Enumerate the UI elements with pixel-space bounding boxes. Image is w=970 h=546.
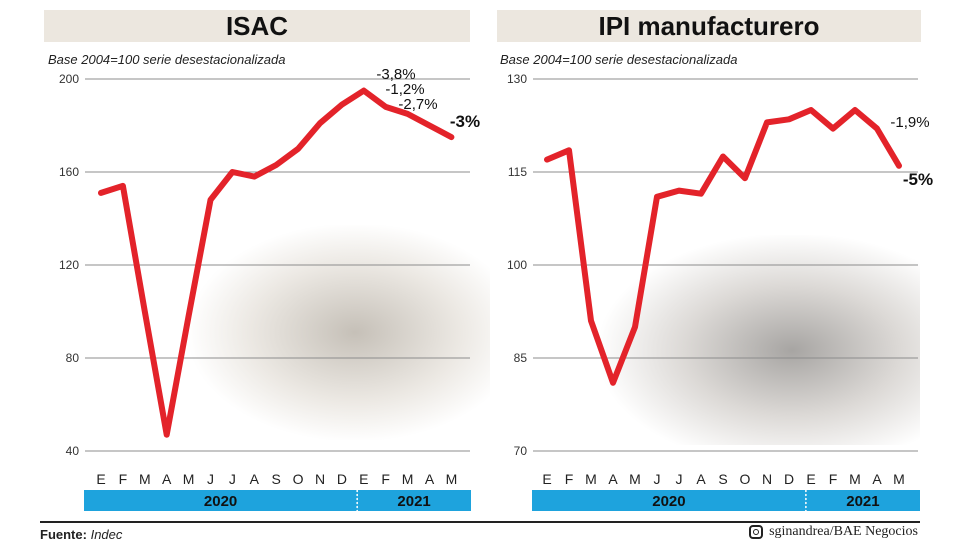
ipi-x-tick-label: F: [829, 471, 838, 487]
ipi-year-label: 2021: [846, 493, 879, 510]
ipi-x-tick-label: A: [696, 471, 706, 487]
ipi-x-tick-label: M: [629, 471, 641, 487]
isac-x-tick-label: D: [337, 471, 347, 487]
isac-x-tick-label: S: [272, 471, 281, 487]
ipi-x-tick-label: E: [542, 471, 551, 487]
ipi-y-tick-label: 85: [514, 351, 528, 365]
source-note: Fuente: Indec: [40, 527, 122, 542]
ipi-year-bar: [532, 490, 806, 511]
isac-y-tick-label: 40: [66, 444, 80, 458]
source-value: Indec: [90, 527, 123, 542]
isac-year-label: 2021: [397, 493, 430, 510]
ipi-chart-title: IPI manufacturero: [497, 10, 921, 42]
isac-x-tick-label: J: [229, 471, 236, 487]
ipi-x-tick-label: A: [872, 471, 882, 487]
credit: sginandrea/BAE Negocios: [749, 524, 918, 540]
footer-divider: [40, 521, 920, 523]
ipi-x-tick-label: J: [654, 471, 661, 487]
isac-chart-title: ISAC: [44, 10, 470, 42]
isac-x-tick-label: A: [250, 471, 260, 487]
isac-x-tick-label: F: [119, 471, 128, 487]
ipi-year-bar: [805, 490, 920, 511]
isac-y-tick-label: 80: [66, 351, 80, 365]
isac-x-tick-label: M: [139, 471, 151, 487]
ipi-x-tick-label: M: [849, 471, 861, 487]
ipi-x-tick-label: M: [893, 471, 905, 487]
ipi-annotation: -5%: [903, 170, 933, 189]
isac-year-bar: [357, 490, 471, 511]
ipi-x-tick-label: N: [762, 471, 772, 487]
isac-y-tick-label: 200: [59, 72, 79, 86]
ipi-chart-subtitle: Base 2004=100 serie desestacionalizada: [500, 52, 738, 67]
isac-x-tick-label: J: [207, 471, 214, 487]
isac-x-tick-label: M: [402, 471, 414, 487]
ipi-y-tick-label: 70: [514, 444, 528, 458]
ipi-x-tick-label: M: [585, 471, 597, 487]
ipi-year-label: 2020: [652, 493, 685, 510]
ipi-annotation: -1,9%: [890, 114, 929, 131]
ipi-x-tick-label: J: [676, 471, 683, 487]
instagram-icon: [749, 525, 764, 539]
isac-x-tick-label: F: [381, 471, 390, 487]
isac-chart-subtitle: Base 2004=100 serie desestacionalizada: [48, 52, 286, 67]
ipi-y-tick-label: 100: [507, 258, 527, 272]
isac-x-tick-label: O: [293, 471, 304, 487]
isac-year-bar: [84, 490, 358, 511]
isac-x-tick-label: N: [315, 471, 325, 487]
credit-text: sginandrea/BAE Negocios: [769, 524, 918, 539]
isac-x-tick-label: A: [162, 471, 172, 487]
source-label: Fuente:: [40, 527, 87, 542]
isac-y-tick-label: 120: [59, 258, 79, 272]
ipi-x-tick-label: E: [806, 471, 815, 487]
ipi-x-tick-label: D: [784, 471, 794, 487]
ipi-y-tick-label: 115: [508, 165, 527, 179]
ipi-series-line: [544, 107, 902, 386]
isac-year-label: 2020: [204, 493, 237, 510]
isac-series-line: [98, 87, 455, 438]
ipi-x-tick-label: O: [740, 471, 751, 487]
isac-annotation: -1,2%: [385, 81, 424, 98]
ipi-x-tick-label: A: [608, 471, 618, 487]
isac-x-tick-label: M: [446, 471, 458, 487]
ipi-x-tick-label: F: [565, 471, 574, 487]
isac-x-tick-label: M: [183, 471, 195, 487]
isac-x-tick-label: A: [425, 471, 435, 487]
isac-annotation: -3%: [450, 112, 480, 131]
isac-x-tick-label: E: [359, 471, 368, 487]
isac-x-tick-label: E: [96, 471, 105, 487]
ipi-y-tick-label: 130: [507, 72, 527, 86]
construction-worker-photo: [190, 225, 490, 440]
ipi-x-tick-label: S: [718, 471, 727, 487]
isac-annotation: -2,7%: [398, 96, 437, 113]
welding-worker-photo: [600, 235, 920, 445]
isac-y-tick-label: 160: [59, 165, 79, 179]
isac-annotation: -3,8%: [376, 66, 415, 83]
